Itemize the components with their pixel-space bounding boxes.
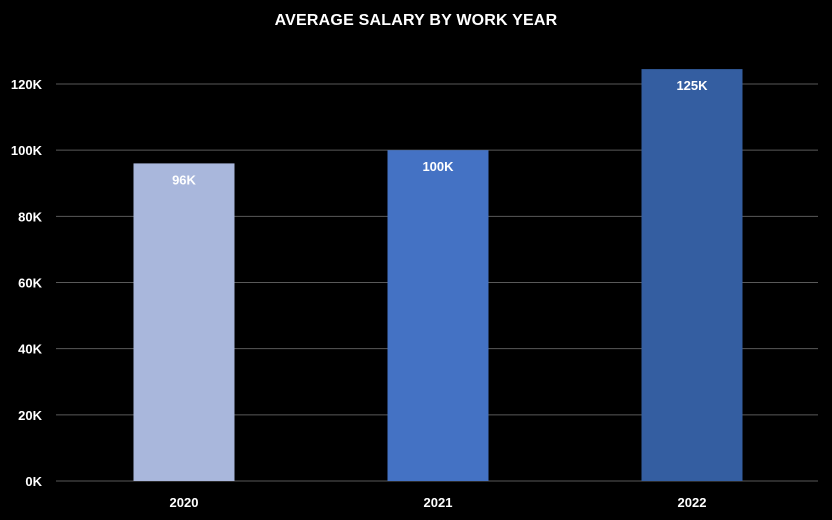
bar-2020 [133,163,235,481]
y-axis-ticks: 0K 20K 40K 60K 80K 100K 120K [11,77,43,489]
y-tick-label: 80K [18,209,42,224]
y-tick-label: 60K [18,276,42,291]
x-axis-ticks: 2020 2021 2022 [170,495,707,510]
chart-title: AVERAGE SALARY BY WORK YEAR [274,12,558,29]
x-tick-label: 2020 [170,495,199,510]
x-tick-label: 2022 [678,495,707,510]
y-tick-label: 40K [18,342,42,357]
y-tick-label: 20K [18,408,42,423]
bar-2022 [641,69,743,482]
y-tick-label: 120K [11,77,43,92]
x-tick-label: 2021 [424,495,453,510]
data-labels: 96K 100K 125K [172,78,708,187]
data-label-2022: 125K [676,78,708,93]
data-label-2021: 100K [422,159,454,174]
bar-2021 [387,150,489,481]
bars [133,69,743,482]
y-tick-label: 100K [11,143,43,158]
y-tick-label: 0K [25,474,42,489]
data-label-2020: 96K [172,172,196,187]
